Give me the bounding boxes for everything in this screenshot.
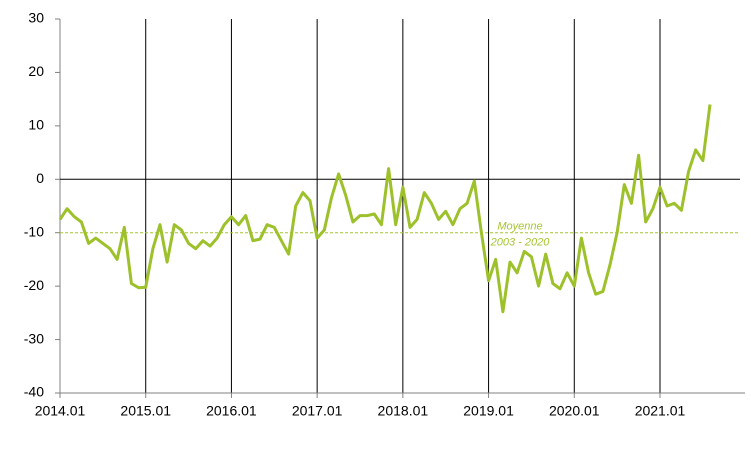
x-tick-label: 2021.01: [635, 403, 686, 419]
x-tick-label: 2015.01: [120, 403, 171, 419]
mean-label: 2003 - 2020: [490, 237, 551, 249]
mean-label: Moyenne: [497, 221, 542, 233]
x-tick-label: 2018.01: [378, 403, 429, 419]
y-tick-label: 20: [28, 63, 44, 79]
y-tick-label: 0: [36, 170, 44, 186]
y-tick-label: -30: [24, 330, 44, 346]
x-tick-label: 2017.01: [292, 403, 343, 419]
x-tick-label: 2020.01: [549, 403, 600, 419]
y-tick-label: -20: [24, 277, 44, 293]
y-tick-label: 30: [28, 10, 44, 26]
data-line: [58, 104, 712, 314]
x-tick-label: 2016.01: [206, 403, 257, 419]
y-tick-label: -10: [24, 223, 44, 239]
x-tick-label: 2019.01: [463, 403, 514, 419]
y-tick-label: 10: [28, 117, 44, 133]
x-tick-label: 2014.01: [35, 403, 86, 419]
y-tick-label: -40: [24, 384, 44, 400]
